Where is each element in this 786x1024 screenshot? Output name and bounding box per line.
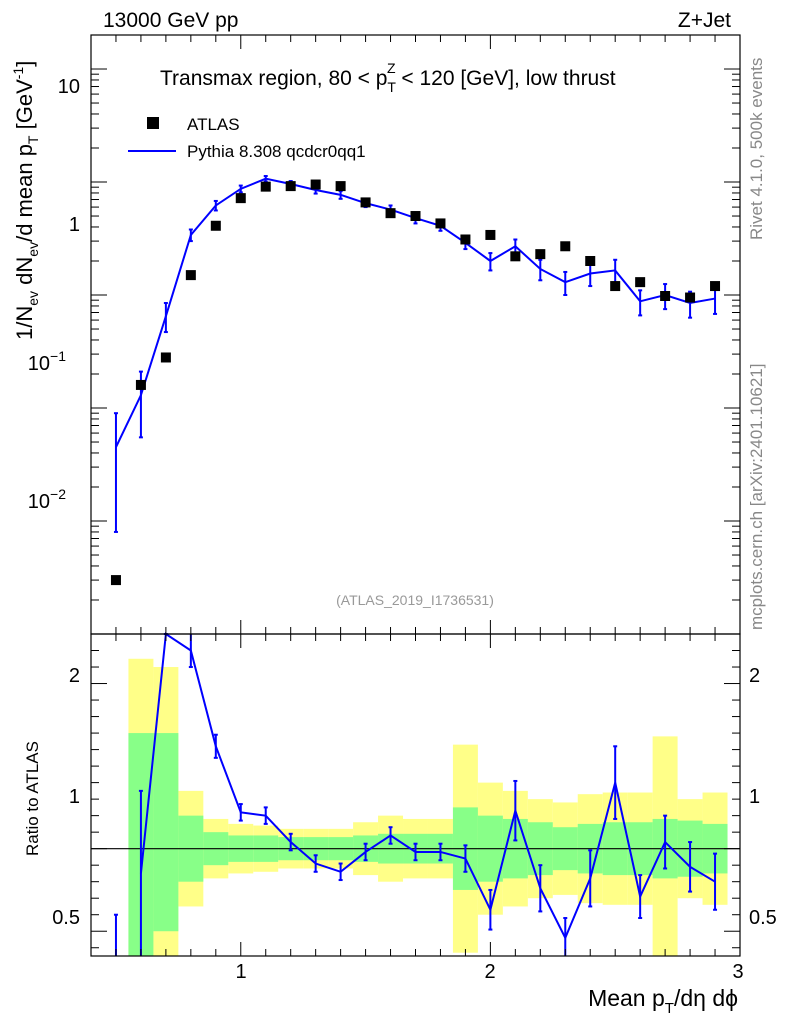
rivet-label: Rivet 4.1.0, 500k events bbox=[747, 58, 766, 240]
ratio-tick-2-right: 2 bbox=[749, 665, 760, 687]
atlas-data-point bbox=[635, 277, 646, 288]
atlas-data-point bbox=[710, 281, 721, 292]
ratio-tick-1: 1 bbox=[69, 786, 80, 808]
atlas-data-point bbox=[210, 220, 221, 231]
atlas-data-point bbox=[160, 352, 171, 363]
y-tick-1: 1 bbox=[69, 214, 80, 236]
atlas-data-point bbox=[360, 197, 371, 208]
atlas-data-point bbox=[410, 211, 421, 222]
atlas-data-point bbox=[285, 181, 296, 192]
atlas-data-point bbox=[385, 208, 396, 219]
header-left: 13000 GeV pp bbox=[103, 9, 238, 32]
header-right: Z+Jet bbox=[678, 9, 731, 32]
atlas-data-point bbox=[460, 234, 471, 245]
atlas-data-point bbox=[485, 229, 496, 240]
ratio-series-line bbox=[139, 632, 716, 941]
y-tick-10: 10 bbox=[58, 76, 80, 98]
atlas-data-point bbox=[135, 379, 146, 390]
x-tick-2: 2 bbox=[484, 961, 495, 983]
y-axis-label: 1/Nev dNev/d mean pT [GeV-1] bbox=[10, 61, 41, 340]
legend-atlas-label: ATLAS bbox=[187, 115, 240, 134]
ratio-tick-0.5-right: 0.5 bbox=[749, 907, 777, 929]
atlas-data-point bbox=[510, 251, 521, 262]
main-panel-content bbox=[110, 175, 721, 586]
axis-ticks bbox=[91, 34, 741, 956]
x-axis-label: Mean pT/dη dϕ bbox=[588, 985, 738, 1017]
atlas-data-point bbox=[585, 255, 596, 266]
y-tick-0.1: 10−1 bbox=[28, 348, 66, 375]
atlas-data-point bbox=[560, 241, 571, 252]
ratio-tick-1-right: 1 bbox=[749, 786, 760, 808]
x-tick-3: 3 bbox=[732, 961, 743, 983]
ratio-tick-0.5: 0.5 bbox=[52, 907, 80, 929]
atlas-data-point bbox=[185, 270, 196, 281]
legend-pythia-label: Pythia 8.308 qcdcr0qq1 bbox=[187, 142, 366, 161]
atlas-data-point bbox=[310, 179, 321, 190]
x-tick-1: 1 bbox=[235, 961, 246, 983]
legend-atlas-marker bbox=[147, 117, 159, 129]
ratio-bands bbox=[91, 658, 740, 956]
atlas-data-point bbox=[110, 575, 121, 586]
atlas-data-point bbox=[235, 193, 246, 204]
y-tick-0.01: 10−2 bbox=[28, 486, 66, 513]
atlas-data-point bbox=[610, 281, 621, 292]
atlas-data-point bbox=[660, 291, 671, 302]
ratio-axis-label: Ratio to ATLAS bbox=[23, 741, 42, 856]
ratio-band-green bbox=[153, 733, 179, 932]
atlas-data-point bbox=[435, 218, 446, 229]
atlas-data-point bbox=[535, 249, 546, 260]
chart-title: Transmax region, 80 < pTZ < 120 [GeV], l… bbox=[160, 60, 616, 95]
atlas-data-point bbox=[685, 292, 696, 303]
ratio-tick-2: 2 bbox=[69, 665, 80, 687]
mcplots-label: mcplots.cern.ch [arXiv:2401.10621] bbox=[747, 364, 766, 630]
atlas-data-point bbox=[260, 181, 271, 192]
analysis-id: (ATLAS_2019_I1736531) bbox=[336, 592, 494, 608]
atlas-data-point bbox=[335, 181, 346, 192]
